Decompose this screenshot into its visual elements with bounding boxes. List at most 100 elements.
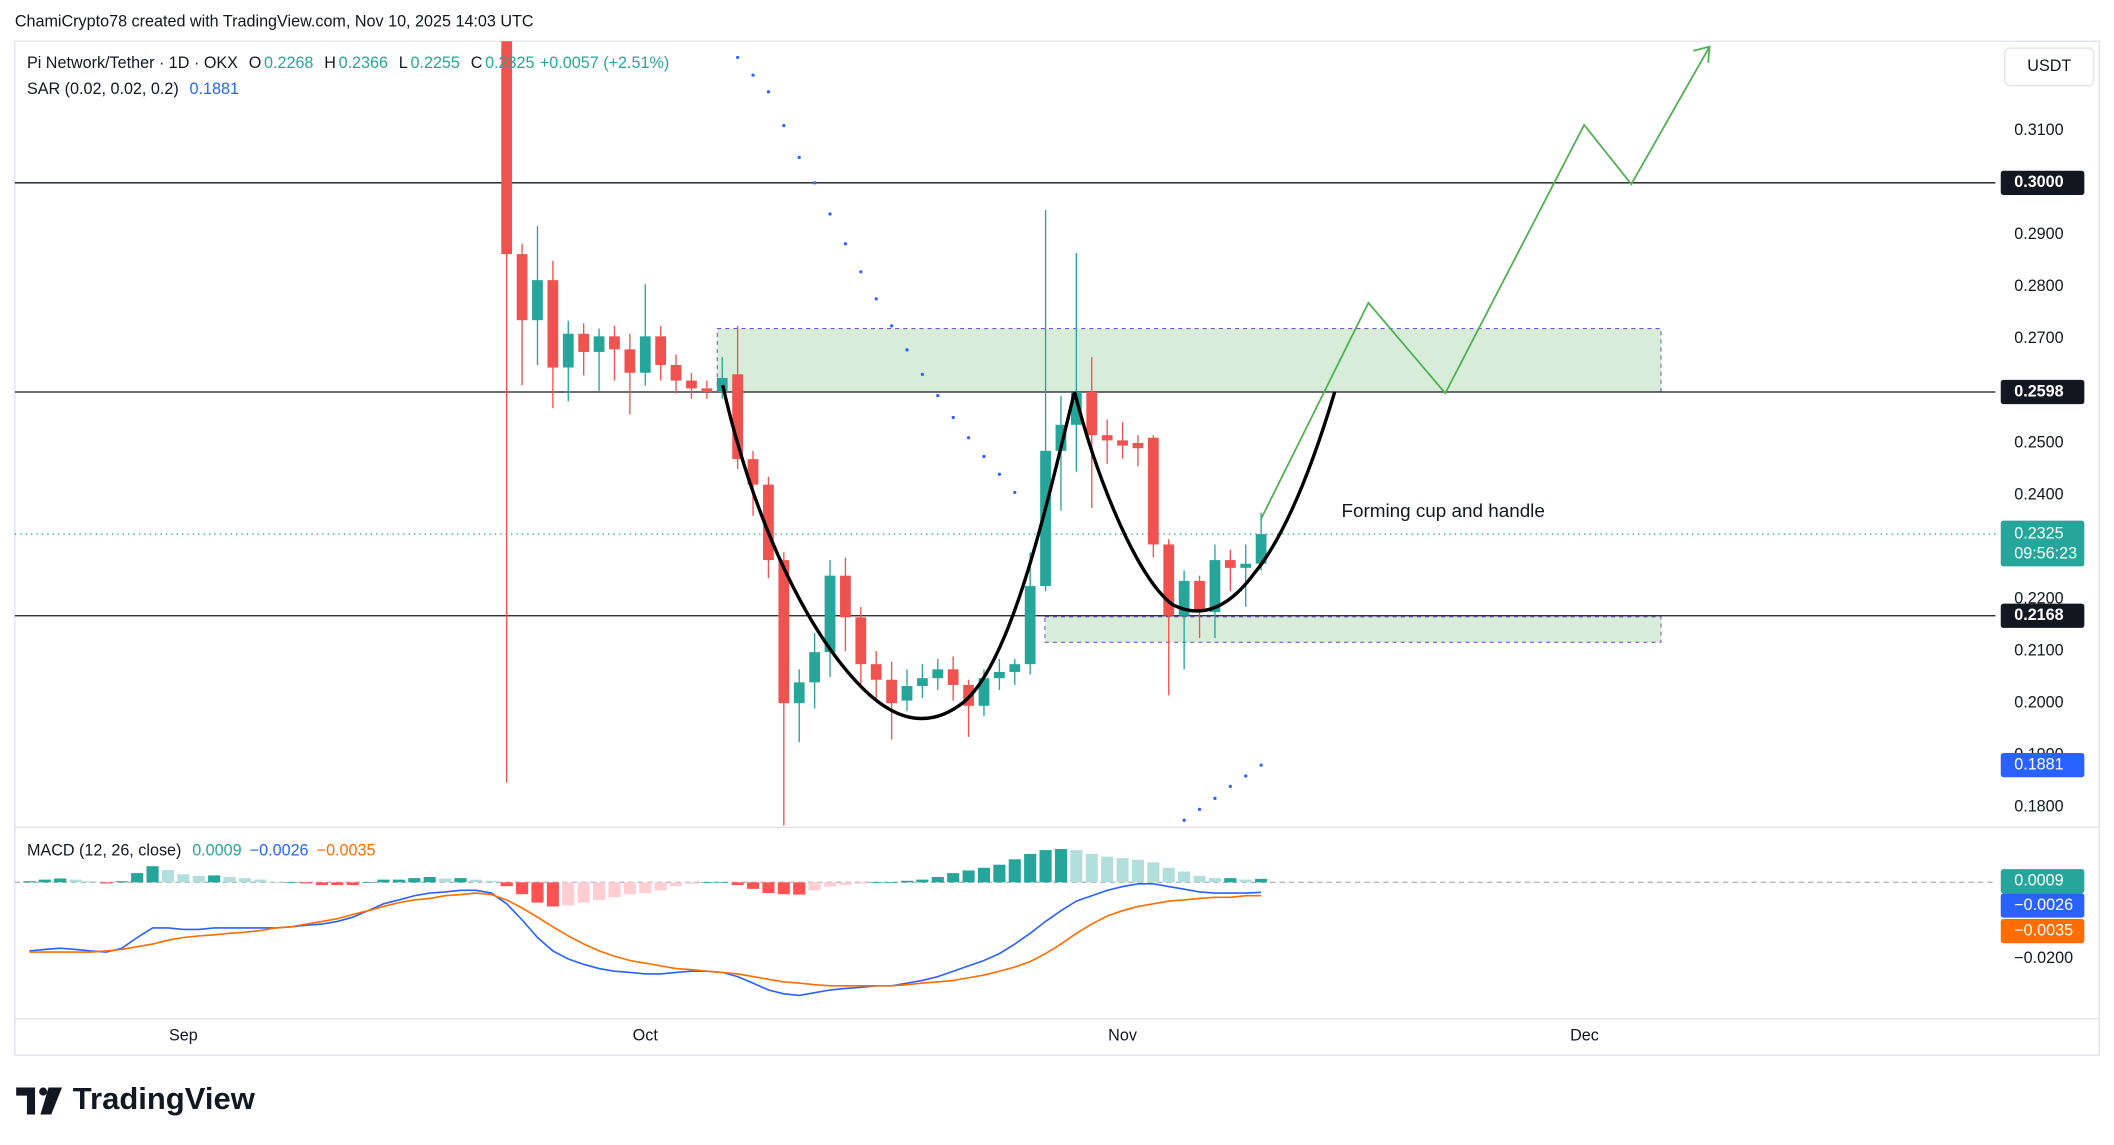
macd-histogram-bar (1239, 879, 1252, 883)
level-label: 0.2598 (2014, 382, 2063, 400)
candle-body (670, 364, 682, 381)
symbol-title: Pi Network/Tether · 1D · OKX (27, 54, 238, 72)
macd-histogram-bar (516, 882, 529, 895)
macd-histogram-bar (454, 878, 467, 883)
macd-histogram-bar (192, 875, 205, 883)
candle-body (1178, 580, 1190, 616)
macd-histogram-bar (839, 882, 852, 886)
chart-frame (14, 40, 2100, 1056)
legend-sar: SAR (0.02, 0.02, 0.2) 0.1881 (27, 80, 239, 98)
candle-body (1117, 440, 1128, 446)
candle-body (747, 459, 759, 485)
candle-body (1147, 437, 1159, 545)
sar-value: 0.1881 (190, 80, 239, 98)
macd-histogram-bar (1208, 878, 1221, 883)
macd-histogram-bar (1193, 875, 1206, 883)
macd-histogram-bar (1178, 871, 1191, 883)
candles (501, 41, 1267, 826)
macd-histogram-bar (870, 882, 883, 883)
sar-dot (1228, 784, 1232, 789)
projection-arrowhead (1693, 45, 1711, 63)
macd-histogram-bar (331, 882, 344, 886)
ohlc-key: C (471, 54, 483, 72)
macd-histogram-bar (900, 880, 914, 883)
candle-body (562, 333, 574, 368)
candle-body (547, 280, 559, 368)
macd-badge-label: 0.0009 (2014, 872, 2063, 890)
candle-body (1255, 534, 1267, 564)
macd-histogram-bar (1255, 878, 1268, 883)
legend-title: Pi Network/Tether · 1D · OKX O 0.2268 H 0.23… (27, 54, 669, 72)
macd-histogram-bar (362, 882, 375, 883)
candle-body (917, 678, 928, 686)
y-tick-label: 0.2000 (2014, 693, 2063, 711)
ohlc-value: 0.2325 (485, 54, 534, 72)
handle-curve (1072, 391, 1337, 613)
macd-badge-label: −0.0026 (2014, 896, 2073, 914)
macd-histogram-bar (146, 866, 159, 883)
candle-body (639, 336, 651, 373)
macd-histogram-bar (485, 880, 498, 883)
sar-badge (2000, 752, 2085, 778)
macd-histogram-bar (254, 879, 267, 883)
y-tick-label: 0.3100 (2014, 121, 2063, 139)
candle-body (809, 652, 821, 683)
y-tick-label: 0.2100 (2014, 641, 2063, 659)
sar-dot (797, 155, 801, 159)
macd-histogram-bar (23, 881, 36, 883)
y-tick-label: 0.2500 (2014, 433, 2063, 451)
candle-body (1194, 580, 1205, 613)
sar-dot (1197, 807, 1202, 811)
brand-name: TradingView (73, 1081, 256, 1116)
sar-dot (982, 454, 986, 459)
macd-line-value: −0.0035 (317, 842, 376, 860)
candle-body (932, 669, 944, 679)
ohlc-value: 0.2255 (410, 54, 459, 72)
macd-histogram-bar (669, 882, 683, 887)
macd-histogram-bar (947, 873, 960, 883)
candle-body (1086, 392, 1098, 436)
logo-mark (16, 1087, 36, 1115)
logo-dot (39, 1087, 48, 1096)
candle-body (516, 254, 528, 321)
candle-body (1163, 544, 1175, 616)
macd-histogram-bar (408, 878, 421, 883)
ohlc-key: O (249, 54, 262, 72)
sar-dot (1213, 796, 1217, 801)
macd-histogram-bar (1116, 858, 1129, 883)
currency-button[interactable] (2004, 47, 2095, 87)
macd-histogram-bar (731, 882, 744, 886)
candle-body (870, 664, 882, 680)
y-tick-label: 0.1800 (2014, 797, 2063, 815)
currency-label: USDT (2027, 57, 2071, 75)
sar-dot (1259, 763, 1263, 767)
candle-body (1209, 560, 1221, 613)
macd-histogram-bar (69, 879, 82, 883)
ohlc-value: 0.2268 (264, 54, 313, 72)
macd-badge (2000, 869, 2085, 894)
macd-histogram-bar (1024, 853, 1037, 883)
sar-dot (889, 324, 894, 328)
candle-body (686, 380, 697, 389)
price-axis: 0.18000.19000.20000.21000.22000.24000.25… (2000, 121, 2085, 967)
macd-histogram-bar (916, 879, 929, 883)
macd-tick-label: −0.0200 (2014, 949, 2073, 967)
candle-body (1040, 450, 1051, 587)
sar-dot (1244, 774, 1248, 778)
candle-body (793, 682, 805, 704)
countdown-label: 09:56:23 (2014, 545, 2077, 563)
attribution: ChamiCrypto78 created with TradingView.c… (15, 13, 534, 31)
candle-body (901, 685, 913, 701)
candle-body (947, 669, 959, 685)
macd-line (29, 892, 1262, 987)
candle-body (1224, 560, 1236, 568)
candle-body (778, 560, 790, 704)
macd-histogram-bar (346, 882, 359, 886)
x-tick-label: Nov (1108, 1027, 1138, 1045)
macd-hist-value: 0.0009 (192, 842, 241, 860)
macd-histogram-bar (639, 882, 652, 894)
macd-histogram-bar (716, 882, 729, 883)
macd-histogram-bar (423, 876, 436, 883)
